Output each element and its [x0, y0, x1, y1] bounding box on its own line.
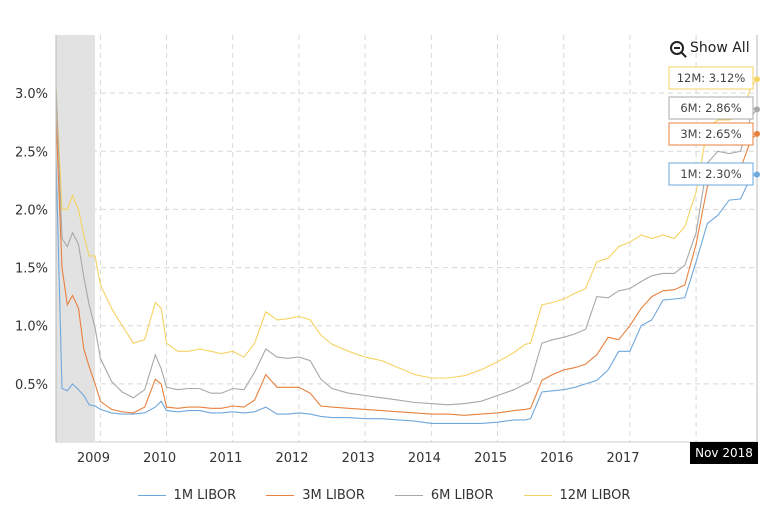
badge-m6: 6M: 2.86%	[668, 96, 760, 120]
y-axis-ticks: 0.5% 1.0% 1.5% 2.0% 2.5% 3.0%	[15, 87, 48, 393]
show-all-button[interactable]: Show All	[670, 40, 750, 56]
series-line-m1	[55, 157, 758, 424]
legend-label-1m: 1M LIBOR	[173, 488, 237, 503]
legend-swatch-3m	[266, 495, 295, 496]
series-line-m3	[55, 116, 758, 416]
badge-dot-m6	[754, 106, 760, 113]
legend-label-3m: 3M LIBOR	[302, 488, 365, 503]
badge-text-m12: 12M: 3.12%	[677, 71, 746, 85]
badge-dot-m1	[754, 171, 760, 178]
x-tick-label: 2010	[143, 451, 176, 466]
x-tick-label: 2014	[408, 451, 441, 466]
chart-legend: 1M LIBOR 3M LIBOR 6M LIBOR 12M LIBOR	[0, 488, 768, 503]
legend-item-3m[interactable]: 3M LIBOR	[266, 488, 365, 503]
series-line-m12	[55, 78, 758, 379]
x-tick-label: 2016	[540, 451, 573, 466]
value-badges: 12M: 3.12% 6M: 2.86% 3M: 2.65% 1M: 2.30%	[668, 66, 760, 186]
y-tick-label: 2.5%	[15, 145, 48, 160]
badge-text-m6: 6M: 2.86%	[680, 101, 741, 115]
cursor-date-background	[690, 442, 758, 464]
badge-m3: 3M: 2.65%	[668, 122, 760, 146]
zoom-out-icon	[670, 41, 684, 55]
legend-item-6m[interactable]: 6M LIBOR	[394, 488, 494, 503]
x-tick-label: 2013	[342, 451, 375, 466]
badge-dot-m12	[754, 76, 760, 83]
show-all-label: Show All	[690, 40, 750, 56]
x-tick-label: 2011	[209, 451, 242, 466]
badge-text-m1: 1M: 2.30%	[680, 167, 741, 181]
badge-m1: 1M: 2.30%	[668, 162, 760, 186]
legend-label-12m: 12M LIBOR	[559, 488, 631, 503]
badge-dot-m3	[754, 130, 760, 137]
y-tick-label: 1.5%	[15, 262, 48, 277]
x-tick-label: 2012	[275, 451, 308, 466]
cursor-date-text: Nov 2018	[695, 446, 753, 460]
badge-m12: 12M: 3.12%	[668, 66, 760, 90]
legend-swatch-6m	[394, 495, 423, 496]
series-line-m6	[55, 87, 758, 406]
legend-item-1m[interactable]: 1M LIBOR	[137, 488, 237, 503]
legend-swatch-1m	[137, 495, 166, 496]
series-lines	[55, 78, 758, 424]
libor-chart: 0.5% 1.0% 1.5% 2.0% 2.5% 3.0% 2009 2010 2011 201…	[15, 35, 760, 466]
y-tick-label: 0.5%	[15, 378, 48, 393]
y-tick-label: 1.0%	[15, 320, 48, 335]
y-tick-label: 3.0%	[15, 87, 48, 102]
x-axis-ticks: 2009 2010 2011 2012 2013 2014 2015 2016 2017	[77, 451, 640, 466]
legend-swatch-12m	[523, 495, 552, 496]
x-tick-label: 2009	[77, 451, 110, 466]
badge-text-m3: 3M: 2.65%	[680, 127, 741, 141]
cursor-date-label: Nov 2018	[690, 442, 758, 464]
y-tick-label: 2.0%	[15, 203, 48, 218]
x-tick-label: 2017	[606, 451, 639, 466]
legend-item-12m[interactable]: 12M LIBOR	[523, 488, 631, 503]
x-tick-label: 2015	[474, 451, 507, 466]
legend-label-6m: 6M LIBOR	[430, 488, 494, 503]
